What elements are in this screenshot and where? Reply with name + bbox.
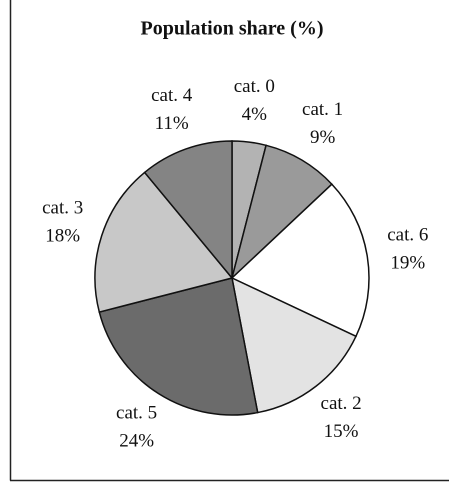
slice-label: cat. 2 — [321, 393, 362, 414]
pie-slice — [98, 277, 259, 416]
slice-value: 11% — [155, 113, 189, 134]
slice-value: 19% — [390, 253, 425, 274]
slice-value: 9% — [310, 127, 336, 148]
slice-value: 24% — [119, 431, 154, 452]
slice-label: cat. 0 — [234, 76, 275, 97]
pie-slice — [143, 140, 233, 281]
chart-title: Population share (%) — [141, 18, 324, 40]
slice-value: 15% — [324, 421, 359, 442]
slice-label: cat. 5 — [116, 403, 157, 424]
pie-slice — [94, 171, 234, 313]
slice-value: 4% — [242, 104, 268, 125]
slice-label: cat. 3 — [42, 197, 83, 218]
slice-label: cat. 6 — [387, 225, 428, 246]
slice-label: cat. 1 — [302, 99, 343, 120]
slice-label: cat. 4 — [151, 85, 193, 106]
pie-slice — [230, 276, 357, 414]
slice-value: 18% — [45, 225, 80, 246]
pie-slice — [230, 183, 370, 338]
